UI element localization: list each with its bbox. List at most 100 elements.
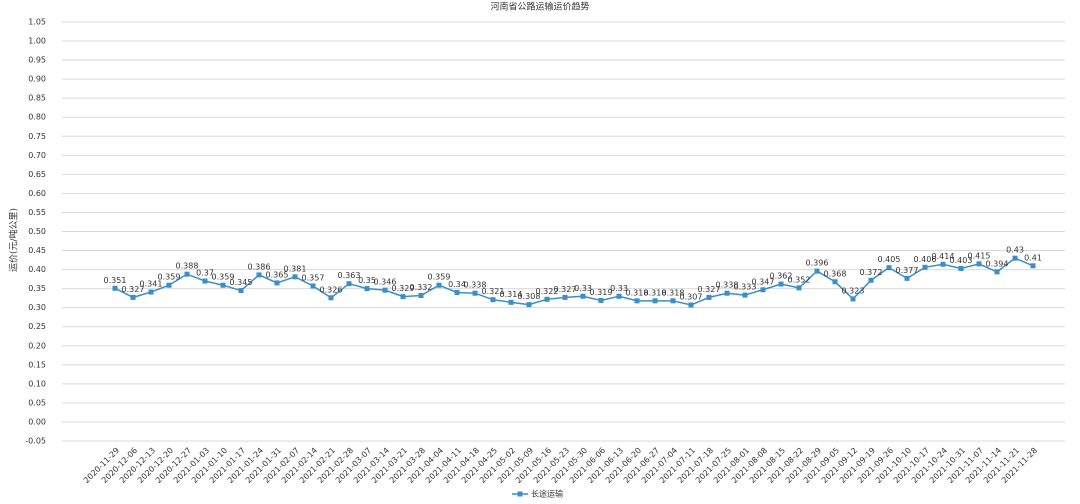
y-tick-label: 0.15 <box>28 360 46 369</box>
data-label: 0.327 <box>554 285 577 294</box>
data-label: 0.341 <box>140 280 163 289</box>
y-tick-label: 0.25 <box>28 322 46 331</box>
data-label: 0.338 <box>464 281 487 290</box>
data-label: 0.346 <box>374 278 397 287</box>
data-label: 0.37 <box>196 269 214 278</box>
y-tick-label: 0.20 <box>28 341 46 350</box>
point <box>562 294 568 300</box>
data-label: 0.386 <box>248 262 271 271</box>
y-tick-label: 0.55 <box>28 208 46 217</box>
chart-title: 河南省公路运输运价趋势 <box>490 1 589 13</box>
data-label: 0.365 <box>266 270 289 279</box>
line <box>114 257 1034 306</box>
point <box>256 272 262 278</box>
point <box>454 289 460 295</box>
point <box>310 283 316 289</box>
data-label: 0.362 <box>770 272 793 281</box>
y-tick-label: 0.85 <box>28 94 46 103</box>
data-label: 0.388 <box>176 262 199 271</box>
data-label: 0.403 <box>950 256 973 265</box>
point <box>382 287 388 293</box>
data-label: 0.327 <box>122 285 145 294</box>
point <box>508 299 514 305</box>
data-label: 0.33 <box>610 284 628 293</box>
point <box>166 282 172 288</box>
y-tick-label: 0.30 <box>28 303 46 312</box>
data-label: 0.406 <box>914 255 937 264</box>
point <box>526 302 532 308</box>
data-label: 0.359 <box>158 273 181 282</box>
y-tick-label: 1.05 <box>28 18 46 27</box>
y-axis-label: 运价(元/吨公里) <box>8 208 20 272</box>
point <box>760 287 766 293</box>
data-label: 0.326 <box>320 285 343 294</box>
data-label: 0.308 <box>518 292 541 301</box>
y-tick-label: 0.50 <box>28 227 46 236</box>
data-label: 0.323 <box>842 286 865 295</box>
data-label: 0.329 <box>392 284 415 293</box>
data-label: 0.415 <box>968 251 991 260</box>
point <box>598 297 604 303</box>
data-label: 0.322 <box>536 287 559 296</box>
y-tick-label: 0.95 <box>28 56 46 65</box>
point <box>130 294 136 300</box>
legend-label: 长途运输 <box>531 489 563 499</box>
point <box>220 282 226 288</box>
point <box>1012 255 1018 261</box>
data-label: 0.35 <box>358 276 376 285</box>
point <box>238 288 244 294</box>
data-label: 0.347 <box>752 277 775 286</box>
data-label: 0.352 <box>788 275 811 284</box>
point <box>922 264 928 270</box>
point <box>472 290 478 296</box>
y-tick-label: 0.75 <box>28 132 46 141</box>
y-tick-label: 0.00 <box>28 417 46 426</box>
data-label: 0.332 <box>410 283 433 292</box>
data-label: 0.377 <box>896 266 919 275</box>
point <box>184 271 190 277</box>
data-label: 0.318 <box>662 288 685 297</box>
point <box>148 289 154 295</box>
point <box>418 292 424 298</box>
data-label: 0.394 <box>986 259 1009 268</box>
y-tick-label: 0.60 <box>28 189 46 198</box>
y-tick-label: 0.80 <box>28 113 46 122</box>
point <box>364 286 370 292</box>
data-label: 0.43 <box>1006 246 1024 255</box>
point <box>706 294 712 300</box>
point <box>1030 263 1036 269</box>
data-label: 0.381 <box>284 264 307 273</box>
point <box>544 296 550 302</box>
point <box>724 290 730 296</box>
y-tick-label: 0.65 <box>28 170 46 179</box>
point <box>886 265 892 271</box>
point <box>436 282 442 288</box>
point <box>616 293 622 299</box>
y-tick-label: 0.45 <box>28 246 46 255</box>
point <box>490 297 496 303</box>
data-label: 0.321 <box>482 287 505 296</box>
point <box>994 269 1000 275</box>
data-label: 0.351 <box>104 276 127 285</box>
data-label: 0.396 <box>806 259 829 268</box>
data-label: 0.33 <box>574 284 592 293</box>
y-tick-label: 0.90 <box>28 75 46 84</box>
data-label: 0.34 <box>448 280 466 289</box>
point <box>346 281 352 287</box>
point <box>796 285 802 291</box>
y-tick-label: 0.35 <box>28 284 46 293</box>
point <box>976 261 982 267</box>
point <box>688 302 694 308</box>
data-label: 0.363 <box>338 271 361 280</box>
data-label: 0.368 <box>824 269 847 278</box>
point <box>202 278 208 284</box>
point <box>868 277 874 283</box>
data-label: 0.359 <box>428 273 451 282</box>
point <box>742 292 748 298</box>
data-label: 0.405 <box>878 255 901 264</box>
data-label: 0.357 <box>302 273 325 282</box>
y-tick-label: 0.40 <box>28 265 46 274</box>
point <box>778 281 784 287</box>
data-label: 0.314 <box>500 290 523 299</box>
